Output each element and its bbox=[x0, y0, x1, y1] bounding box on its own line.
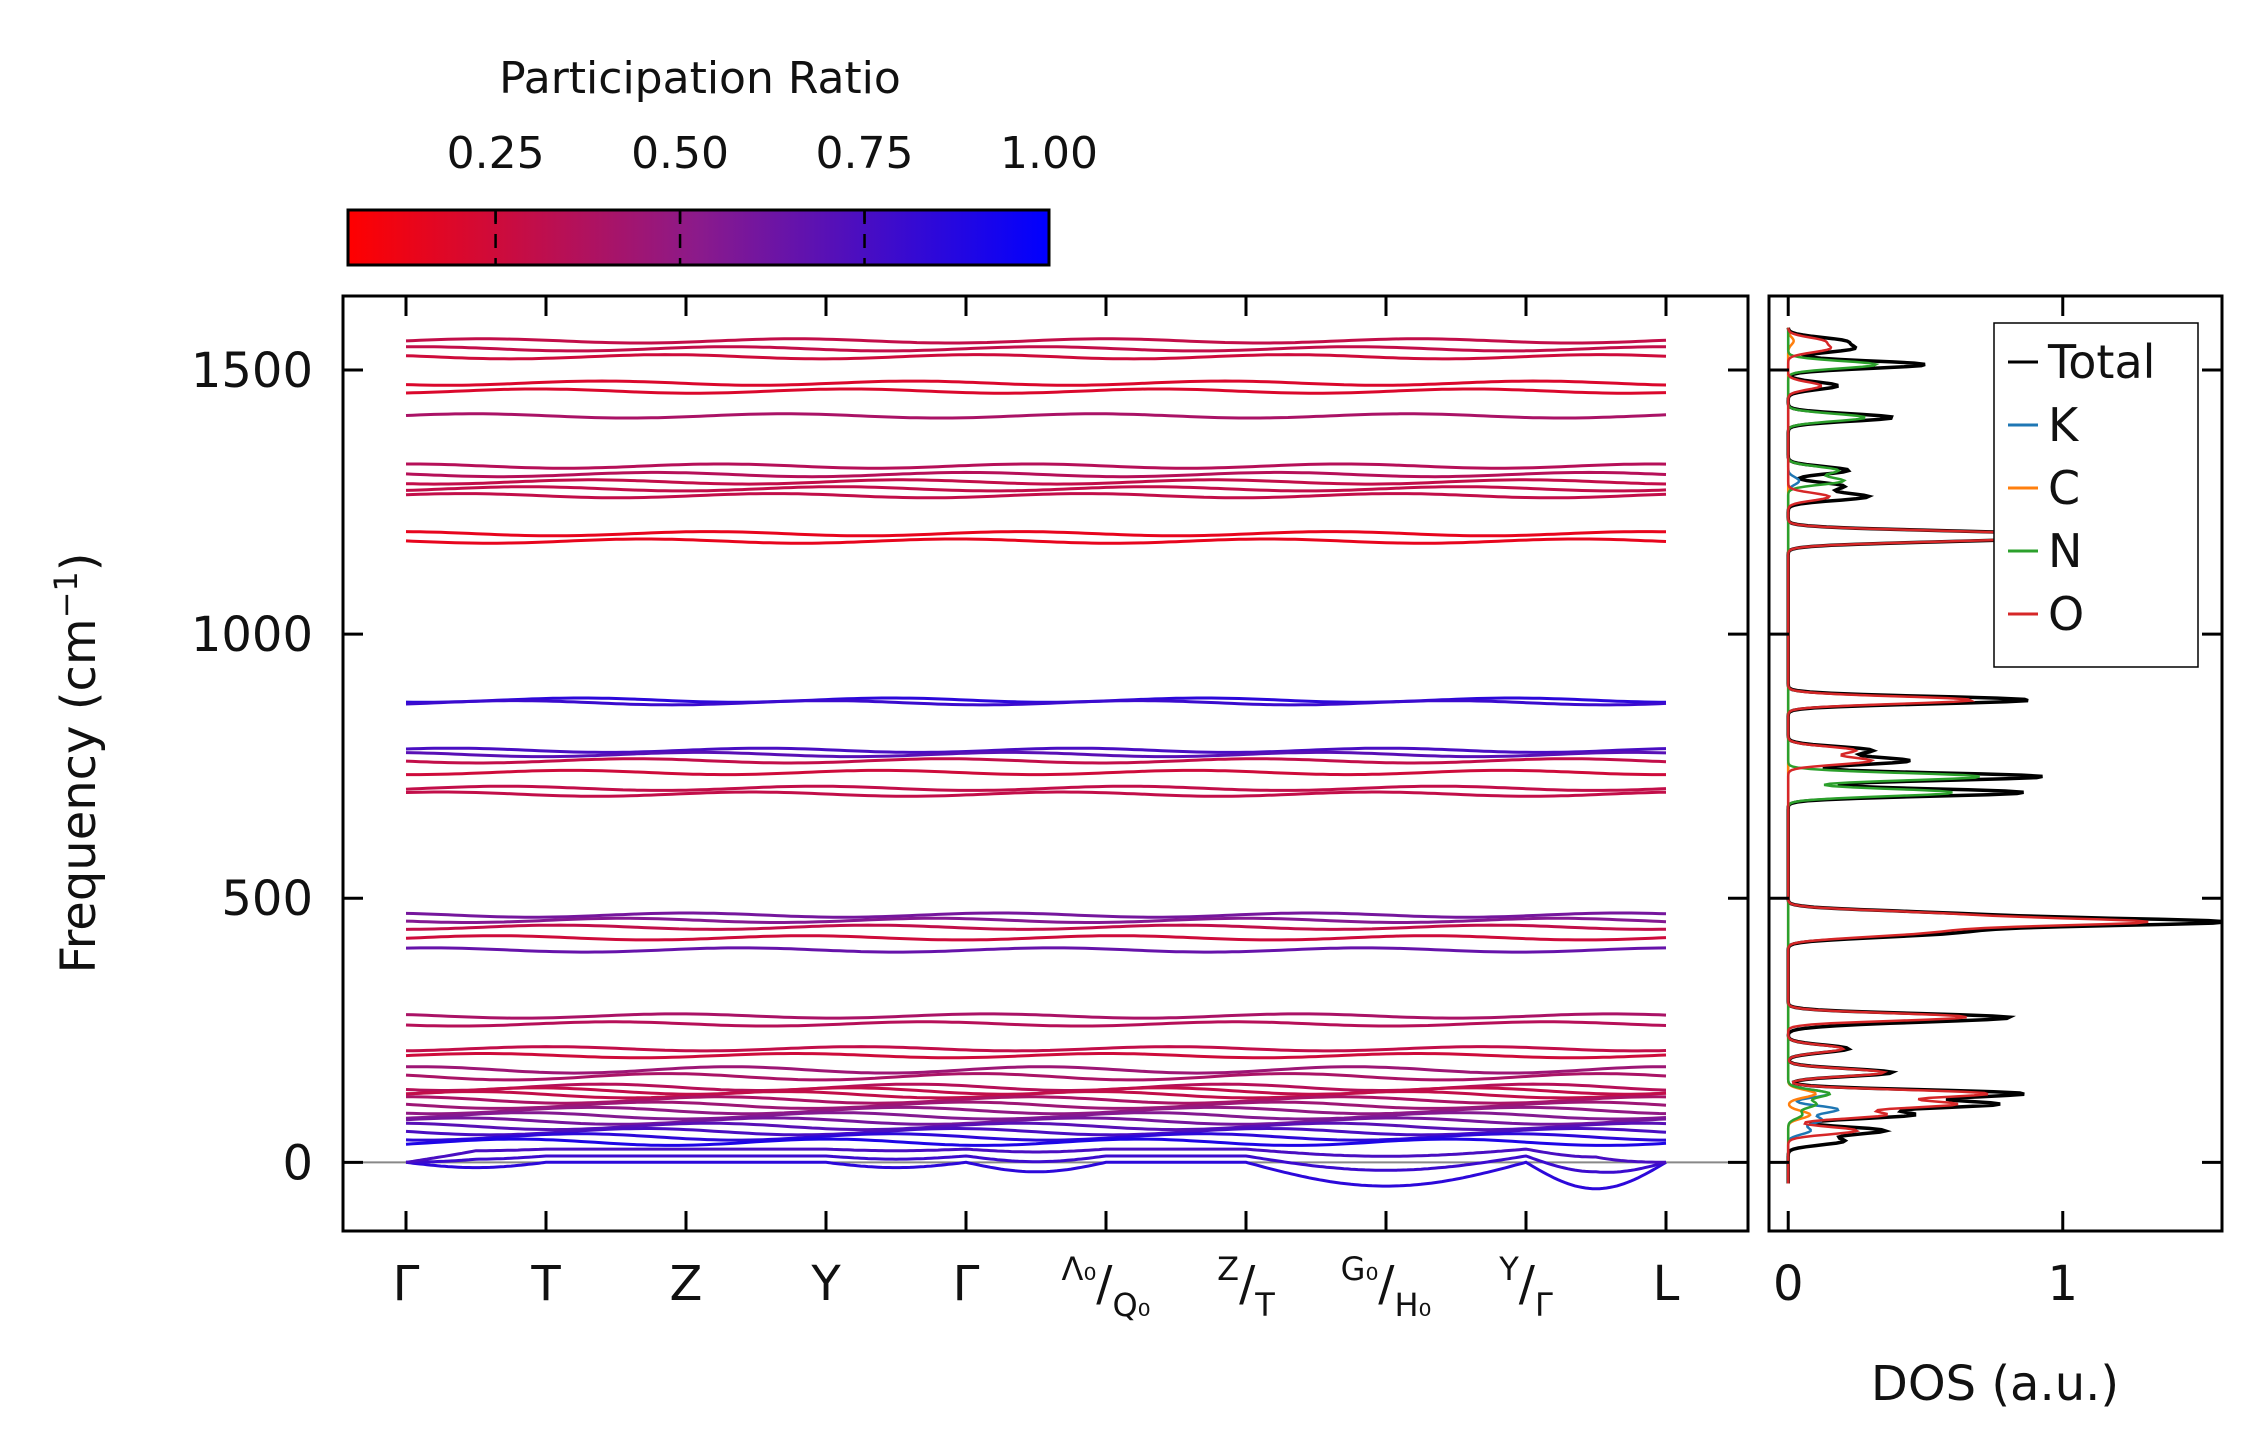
legend-label: K bbox=[2048, 398, 2080, 452]
k-point-label: Y bbox=[810, 1256, 841, 1312]
k-point-label: Y/Γ bbox=[1498, 1250, 1553, 1324]
k-point-label-right: Q₀ bbox=[1112, 1286, 1150, 1324]
k-point-label: Γ bbox=[393, 1256, 420, 1312]
phonon-branch bbox=[405, 379, 1667, 387]
legend-frame bbox=[1993, 322, 2199, 668]
phonon-branch bbox=[405, 387, 1667, 395]
y-tick-label: 1000 bbox=[191, 607, 313, 663]
phonon-branch bbox=[405, 1052, 1667, 1060]
colorbar-gradient bbox=[346, 208, 1051, 267]
band-plot-frame bbox=[341, 294, 1750, 1233]
y-axis-label-text: Frequency (cm bbox=[51, 618, 107, 973]
y-tick-label: 1500 bbox=[191, 343, 313, 399]
phonon-branch bbox=[405, 784, 1667, 792]
phonon-branch bbox=[405, 470, 1667, 479]
k-point-label: Λ₀/Q₀ bbox=[1062, 1250, 1151, 1324]
phonon-branch bbox=[405, 1072, 1667, 1082]
dos-x-tick-label: 0 bbox=[1773, 1256, 1804, 1312]
phonon-branch bbox=[405, 916, 1667, 924]
phonon-branch bbox=[405, 911, 1667, 919]
phonon-branch bbox=[405, 492, 1667, 500]
phonon-branch bbox=[405, 757, 1667, 765]
k-point-label-left: Y bbox=[1498, 1250, 1519, 1288]
legend-label: O bbox=[2048, 587, 2084, 641]
colorbar-tick-label: 0.25 bbox=[447, 128, 545, 179]
phonon-branch bbox=[405, 934, 1667, 942]
acoustic-branch bbox=[406, 1154, 1667, 1174]
phonon-branch bbox=[405, 478, 1667, 486]
phonon-branch bbox=[405, 699, 1667, 707]
phonon-branch bbox=[405, 353, 1667, 361]
k-point-label: L bbox=[1653, 1256, 1680, 1312]
k-point-label-slash: / bbox=[1096, 1256, 1113, 1312]
phonon-branch bbox=[405, 790, 1667, 798]
dos-series-line bbox=[1786, 327, 1980, 1184]
k-point-label: T bbox=[530, 1256, 561, 1312]
phonon-branch bbox=[405, 750, 1667, 759]
phonon-branch bbox=[405, 1105, 1667, 1116]
colorbar: Participation Ratio 0.25 0.50 0.75 1.00 bbox=[346, 53, 1098, 267]
k-point-label-slash: / bbox=[1519, 1256, 1536, 1312]
legend-label: Total bbox=[2047, 335, 2155, 389]
y-tick-label: 500 bbox=[221, 871, 313, 927]
phonon-branch bbox=[405, 1132, 1666, 1142]
colorbar-tick-label: 0.75 bbox=[816, 128, 914, 179]
phonon-branch bbox=[406, 462, 1667, 470]
y-axis-label-close: ) bbox=[51, 552, 107, 571]
k-point-label: G₀/H₀ bbox=[1341, 1250, 1432, 1324]
k-point-label-right: Γ bbox=[1535, 1286, 1553, 1324]
acoustic-branch bbox=[405, 1160, 1667, 1191]
k-point-label: Z bbox=[670, 1256, 703, 1312]
phonon-branch bbox=[405, 530, 1667, 538]
phonon-branch bbox=[405, 1089, 1667, 1100]
k-point-label-slash: / bbox=[1378, 1256, 1395, 1312]
k-point-label-right: H₀ bbox=[1394, 1286, 1431, 1324]
phonon-branch bbox=[405, 537, 1667, 545]
acoustic-branch bbox=[405, 1147, 1666, 1164]
y-axis-label: Frequency (cm−1) bbox=[47, 552, 107, 973]
k-point-label-left: Z bbox=[1217, 1250, 1239, 1288]
y-axis-label-superscript: −1 bbox=[47, 571, 85, 618]
legend-label: C bbox=[2048, 461, 2080, 515]
phonon-branch bbox=[405, 485, 1667, 493]
phonon-branch bbox=[406, 768, 1666, 777]
dos-plot-frame bbox=[1767, 294, 2224, 1233]
legend-label: N bbox=[2048, 524, 2082, 578]
phonon-branch bbox=[405, 1065, 1666, 1075]
k-point-label-left: G₀ bbox=[1341, 1250, 1379, 1288]
phonon-branch bbox=[405, 923, 1667, 931]
phonon-branch bbox=[405, 345, 1666, 353]
dos-x-tick-label: 1 bbox=[2047, 1256, 2078, 1312]
phonon-branch bbox=[405, 1116, 1667, 1126]
colorbar-tick-label: 1.00 bbox=[1000, 128, 1098, 179]
phonon-branch bbox=[405, 746, 1667, 754]
phonon-branch bbox=[405, 412, 1667, 420]
k-point-label-right: T bbox=[1254, 1286, 1275, 1324]
phonon-branch bbox=[405, 1137, 1667, 1147]
phonon-branch bbox=[405, 1121, 1667, 1132]
phonon-branch bbox=[405, 1045, 1667, 1053]
colorbar-tick-label: 0.50 bbox=[631, 128, 729, 179]
dos-series-line bbox=[1786, 327, 2149, 1184]
dos-x-axis-label: DOS (a.u.) bbox=[1871, 1356, 2119, 1412]
colorbar-title: Participation Ratio bbox=[499, 53, 901, 104]
phonon-branch bbox=[405, 1020, 1667, 1028]
k-point-label-left: Λ₀ bbox=[1062, 1250, 1097, 1288]
k-point-label: Z/T bbox=[1217, 1250, 1275, 1324]
y-tick-label: 0 bbox=[282, 1135, 313, 1191]
phonon-branch bbox=[405, 946, 1667, 954]
k-point-label-slash: / bbox=[1239, 1256, 1256, 1312]
phonon-branch bbox=[405, 1012, 1667, 1020]
phonon-branch bbox=[405, 1100, 1667, 1110]
phonon-branch bbox=[405, 337, 1667, 345]
k-point-label: Γ bbox=[953, 1256, 980, 1312]
